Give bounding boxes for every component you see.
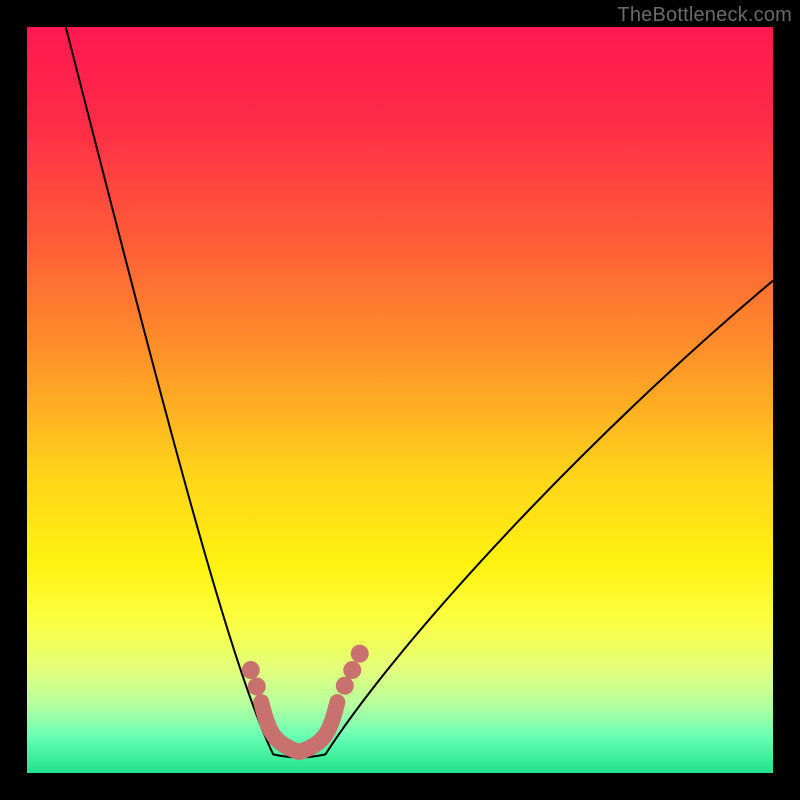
highlight-dot bbox=[343, 661, 361, 679]
chart-background bbox=[27, 27, 773, 773]
highlight-dot bbox=[242, 661, 260, 679]
highlight-dot bbox=[351, 645, 369, 663]
highlight-dot bbox=[248, 677, 266, 695]
highlight-dot bbox=[336, 677, 354, 695]
chart-plot bbox=[27, 27, 773, 773]
watermark-label: TheBottleneck.com bbox=[617, 4, 792, 27]
chart-canvas bbox=[27, 27, 773, 773]
